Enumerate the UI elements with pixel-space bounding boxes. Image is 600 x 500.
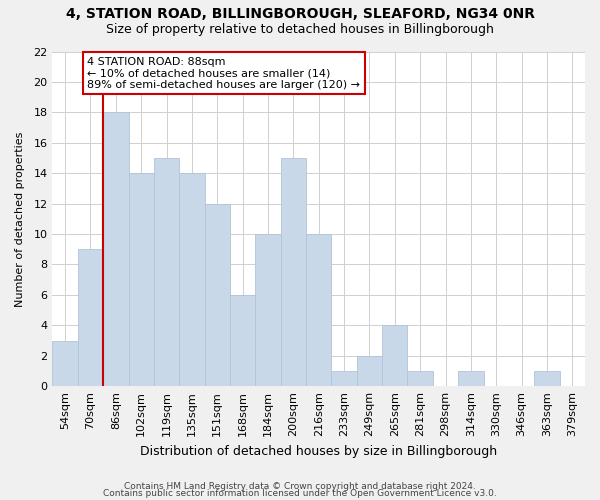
- Bar: [331, 371, 357, 386]
- Bar: [154, 158, 179, 386]
- Bar: [306, 234, 331, 386]
- Bar: [179, 173, 205, 386]
- Text: 4 STATION ROAD: 88sqm
← 10% of detached houses are smaller (14)
89% of semi-deta: 4 STATION ROAD: 88sqm ← 10% of detached …: [87, 56, 360, 90]
- Bar: [407, 371, 433, 386]
- Text: 4, STATION ROAD, BILLINGBOROUGH, SLEAFORD, NG34 0NR: 4, STATION ROAD, BILLINGBOROUGH, SLEAFOR…: [65, 8, 535, 22]
- Bar: [357, 356, 382, 386]
- Bar: [382, 326, 407, 386]
- Bar: [78, 250, 103, 386]
- X-axis label: Distribution of detached houses by size in Billingborough: Distribution of detached houses by size …: [140, 444, 497, 458]
- Y-axis label: Number of detached properties: Number of detached properties: [15, 131, 25, 306]
- Bar: [458, 371, 484, 386]
- Bar: [230, 295, 256, 386]
- Text: Contains public sector information licensed under the Open Government Licence v3: Contains public sector information licen…: [103, 490, 497, 498]
- Text: Contains HM Land Registry data © Crown copyright and database right 2024.: Contains HM Land Registry data © Crown c…: [124, 482, 476, 491]
- Bar: [52, 340, 78, 386]
- Bar: [281, 158, 306, 386]
- Text: Size of property relative to detached houses in Billingborough: Size of property relative to detached ho…: [106, 22, 494, 36]
- Bar: [103, 112, 128, 386]
- Bar: [205, 204, 230, 386]
- Bar: [534, 371, 560, 386]
- Bar: [128, 173, 154, 386]
- Bar: [256, 234, 281, 386]
